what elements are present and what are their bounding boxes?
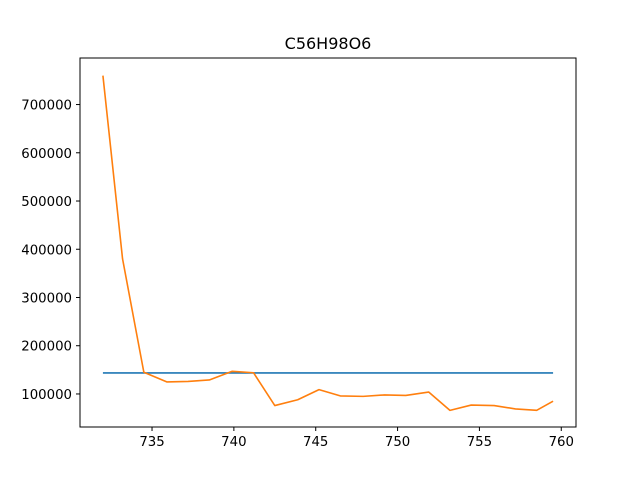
- axes-frame: [79, 57, 577, 428]
- x-tick-label: 760: [549, 435, 574, 450]
- y-tick-label: 600000: [21, 147, 72, 162]
- y-tick-label: 100000: [21, 388, 72, 403]
- x-tick-label: 735: [139, 435, 164, 450]
- y-tick-label: 200000: [21, 340, 72, 355]
- x-axis: 735 740 745 750 755 760: [139, 427, 574, 450]
- y-axis: 100000 200000 300000 400000 500000 600000 7000…: [21, 99, 80, 403]
- series-layer: [102, 75, 554, 412]
- x-tick-label: 745: [303, 435, 328, 450]
- y-tick-label: 400000: [21, 243, 72, 258]
- x-tick-label: 755: [467, 435, 492, 450]
- y-tick-label: 700000: [21, 99, 72, 114]
- plot-area: [102, 75, 554, 412]
- x-tick-label: 740: [221, 435, 246, 450]
- chart-title: C56H98O6: [285, 34, 372, 53]
- y-tick-label: 300000: [21, 291, 72, 306]
- series-line-2: [102, 75, 554, 412]
- x-tick-label: 750: [385, 435, 410, 450]
- y-tick-label: 500000: [21, 195, 72, 210]
